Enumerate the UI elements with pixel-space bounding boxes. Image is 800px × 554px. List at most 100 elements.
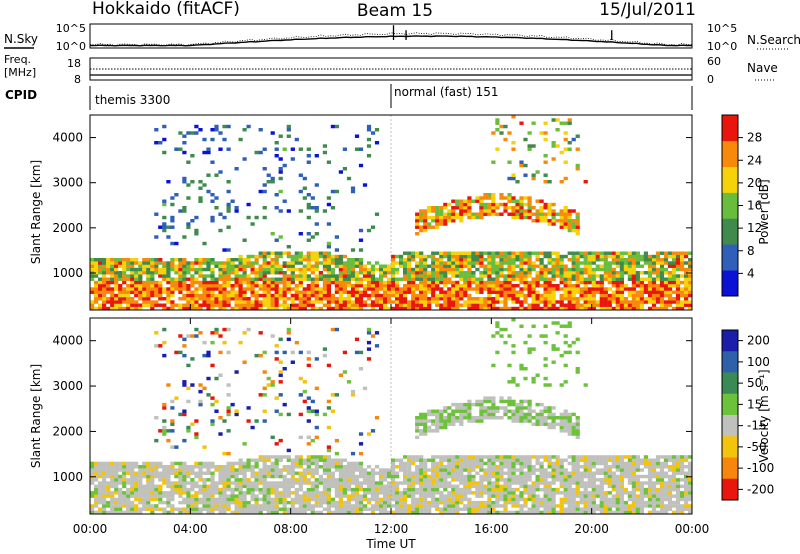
velocity-cell [539, 334, 544, 338]
velocity-cell [415, 435, 420, 440]
velocity-cell [254, 458, 259, 462]
velocity-cell [298, 484, 303, 489]
velocity-cell [322, 468, 328, 472]
power-cell [182, 306, 187, 311]
power-cell [94, 267, 99, 272]
power-cell [463, 293, 468, 298]
velocity-cell [487, 412, 492, 417]
velocity-cell [254, 500, 259, 505]
power-cell [539, 199, 544, 203]
velocity-cell [322, 465, 328, 469]
velocity-cell [511, 487, 516, 492]
power-cell [503, 124, 508, 129]
power-cell [431, 284, 436, 288]
power-cell [639, 280, 645, 285]
power-cell [395, 280, 400, 285]
power-cell [150, 267, 155, 272]
power-cell [663, 303, 669, 307]
velocity-cell [326, 494, 332, 498]
power-cell [651, 284, 657, 288]
power-cell [274, 193, 279, 197]
power-cell [190, 306, 195, 311]
velocity-cell [403, 478, 408, 482]
velocity-cell [234, 370, 239, 374]
power-cell [543, 284, 548, 288]
velocity-cell [350, 510, 356, 515]
power-cell [146, 284, 151, 288]
power-cell [154, 264, 159, 268]
power-cell [603, 306, 608, 311]
power-cell [374, 267, 380, 272]
power-cell [575, 303, 580, 307]
power-cell [531, 300, 536, 304]
velocity-cell [150, 497, 155, 502]
power-cell [314, 274, 319, 278]
power-cell [663, 284, 669, 288]
power-cell [90, 267, 95, 272]
velocity-cell [431, 481, 436, 485]
power-cell [680, 303, 685, 307]
velocity-cell [258, 491, 263, 495]
velocity-cell [483, 412, 488, 417]
velocity-cell [559, 324, 564, 328]
velocity-cell [491, 406, 496, 410]
power-cell [471, 271, 476, 275]
velocity-cell [411, 478, 416, 482]
power-cell [435, 264, 440, 268]
power-cell [507, 160, 512, 164]
power-cell [563, 287, 568, 291]
power-cell [242, 293, 247, 298]
power-cell [435, 212, 440, 216]
velocity-cell [535, 510, 540, 515]
power-cell [647, 297, 653, 301]
power-cell [439, 303, 444, 307]
power-cell [226, 180, 231, 184]
velocity-cell [254, 504, 259, 508]
power-cell [270, 277, 275, 281]
velocity-cell [423, 507, 428, 511]
power-cell [511, 215, 516, 220]
power-cell [639, 258, 645, 262]
power-cell [435, 303, 440, 307]
power-cell [326, 306, 332, 311]
velocity-cell [94, 474, 99, 479]
power-cell [90, 258, 95, 262]
velocity-cell [447, 484, 452, 489]
velocity-cell [150, 471, 155, 475]
power-cell [515, 251, 520, 255]
power-cell [439, 306, 444, 311]
velocity-cell [334, 465, 340, 469]
velocity-cell [559, 419, 564, 423]
velocity-cell [338, 510, 344, 515]
power-cell [102, 271, 107, 275]
power-cell [238, 137, 243, 142]
velocity-cell [170, 461, 175, 466]
power-cell [170, 287, 175, 291]
power-cell [563, 274, 568, 278]
power-cell [318, 261, 324, 265]
power-cell [146, 271, 151, 275]
power-cell [174, 264, 179, 268]
power-cell [182, 303, 187, 307]
power-cell [491, 284, 496, 288]
power-cell [110, 280, 115, 285]
power-cell [539, 293, 544, 298]
velocity-cell [294, 491, 299, 495]
velocity-cell [210, 491, 215, 495]
power-cell [210, 160, 215, 164]
power-cell [627, 287, 633, 291]
power-cell [254, 254, 259, 259]
velocity-cell [463, 406, 468, 410]
power-cell [547, 297, 552, 301]
velocity-cell [130, 484, 135, 489]
velocity-cell [447, 465, 452, 469]
power-cell [278, 167, 283, 171]
velocity-cell [178, 507, 183, 511]
velocity-cell [342, 504, 348, 508]
velocity-cell [407, 487, 412, 492]
velocity-cell [230, 468, 235, 472]
velocity-cell [350, 468, 356, 472]
power-cell [306, 251, 311, 255]
power-cell [290, 287, 295, 291]
power-cell [354, 147, 360, 151]
